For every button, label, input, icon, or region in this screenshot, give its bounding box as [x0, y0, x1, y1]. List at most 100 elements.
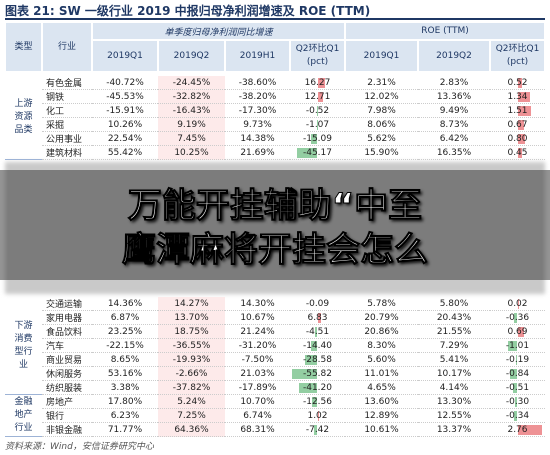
value-cell: 21.55% [418, 325, 490, 339]
header-cell: 2019Q2 [418, 40, 490, 72]
value-cell: -17.89% [225, 381, 290, 395]
value-cell: 12.71 [290, 90, 345, 104]
change-bar [517, 327, 524, 337]
value-cell: 13.36% [418, 90, 490, 104]
value-cell: 2.83% [418, 76, 490, 90]
value-cell: 17.80% [92, 395, 158, 409]
industry-cell: 采掘 [42, 118, 92, 132]
value-cell: 0.02 [490, 297, 545, 311]
value-cell: 14.30% [225, 297, 290, 311]
change-bar [315, 327, 318, 337]
value-cell: 8.73% [418, 118, 490, 132]
change-bar [317, 92, 324, 102]
value-cell: -38.20% [225, 90, 290, 104]
value-cell: 55.42% [92, 146, 158, 160]
value-cell: -28.58 [290, 353, 345, 367]
header-cell: 行业 [42, 22, 92, 72]
value-cell: 9.49% [418, 104, 490, 118]
change-bar [515, 355, 518, 365]
industry-cell: 家用电器 [42, 311, 92, 325]
value-cell: -4.51 [290, 325, 345, 339]
value-cell: -32.82% [158, 90, 225, 104]
value-cell: 7.29% [418, 339, 490, 353]
change-bar [512, 383, 518, 393]
value-cell: -41.20 [290, 381, 345, 395]
industry-cell: 纺织服装 [42, 381, 92, 395]
value-cell: 4.65% [345, 381, 418, 395]
value-cell: 68.31% [225, 423, 290, 437]
value-cell: -0.09 [290, 297, 345, 311]
industry-cell: 公用事业 [42, 132, 92, 146]
value-cell: 18.75% [158, 325, 225, 339]
change-bar [317, 78, 325, 88]
value-cell: 12.02% [345, 90, 418, 104]
value-cell: 10.26% [92, 118, 158, 132]
industry-cell: 食品饮料 [42, 325, 92, 339]
value-cell: -31.20% [225, 339, 290, 353]
value-cell: -16.43% [158, 104, 225, 118]
change-bar [310, 134, 318, 144]
value-cell: 8.06% [345, 118, 418, 132]
value-cell: 22.54% [92, 132, 158, 146]
change-bar [314, 425, 318, 435]
value-cell: 13.60% [345, 395, 418, 409]
value-cell: -2.66% [158, 367, 225, 381]
value-cell: 0.45 [490, 146, 545, 160]
value-cell: -0.36 [490, 311, 545, 325]
header-group: ROE (TTM) [345, 22, 545, 40]
value-cell: 23.25% [92, 325, 158, 339]
header-cell: 2019Q1 [92, 40, 158, 72]
change-bar [517, 134, 525, 144]
value-cell: -45.17 [290, 146, 345, 160]
value-cell: 7.98% [345, 104, 418, 118]
value-cell: 4.14% [418, 381, 490, 395]
source: 资料来源：Wind，安信证券研究中心 [5, 441, 154, 452]
value-cell: 10.70% [225, 395, 290, 409]
change-bar [517, 92, 530, 102]
value-cell: 2.76 [490, 423, 545, 437]
group-label: 金融地产行业 [5, 395, 42, 437]
value-cell: 5.62% [345, 132, 418, 146]
value-cell: -7.42 [290, 423, 345, 437]
header-cell: 2019H1 [225, 40, 290, 72]
industry-cell: 银行 [42, 409, 92, 423]
value-cell: 0.80 [490, 132, 545, 146]
value-cell: 15.90% [345, 146, 418, 160]
change-bar [517, 78, 523, 88]
value-cell: 11.01% [345, 367, 418, 381]
value-cell: 5.78% [345, 297, 418, 311]
value-cell: -0.19 [490, 353, 545, 367]
value-cell: 21.24% [225, 325, 290, 339]
header-group: 单季度归母净利润同比增速 [92, 22, 345, 40]
value-cell: 1.34 [490, 90, 545, 104]
value-cell: -7.50% [225, 353, 290, 367]
value-cell: -55.82 [290, 367, 345, 381]
value-cell: -14.40 [290, 339, 345, 353]
value-cell: 16.35% [418, 146, 490, 160]
value-cell: -1.01 [490, 339, 545, 353]
value-cell: 12.89% [345, 409, 418, 423]
value-cell: 10.61% [345, 423, 418, 437]
value-cell: 14.27% [158, 297, 225, 311]
value-cell: 0.67 [490, 118, 545, 132]
value-cell: 9.73% [225, 118, 290, 132]
header-cell: Q2环比Q1 (pct) [290, 40, 345, 72]
value-cell: -15.91% [92, 104, 158, 118]
change-bar [517, 148, 522, 158]
change-bar [517, 425, 543, 435]
change-bar [508, 341, 518, 351]
value-cell: 14.38% [225, 132, 290, 146]
value-cell: 8.65% [92, 353, 158, 367]
change-bar [514, 411, 518, 421]
change-bar [297, 148, 318, 158]
change-bar [311, 341, 318, 351]
group-label: 上游资源品类 [5, 76, 42, 160]
value-cell: -24.45% [158, 76, 225, 90]
change-bar [292, 369, 318, 379]
value-cell: 14.36% [92, 297, 158, 311]
header-cell: Q2环比Q1 (pct) [490, 40, 545, 72]
value-cell: 9.19% [158, 118, 225, 132]
industry-cell: 汽车 [42, 339, 92, 353]
value-cell: 21.69% [225, 146, 290, 160]
value-cell: 3.38% [92, 381, 158, 395]
